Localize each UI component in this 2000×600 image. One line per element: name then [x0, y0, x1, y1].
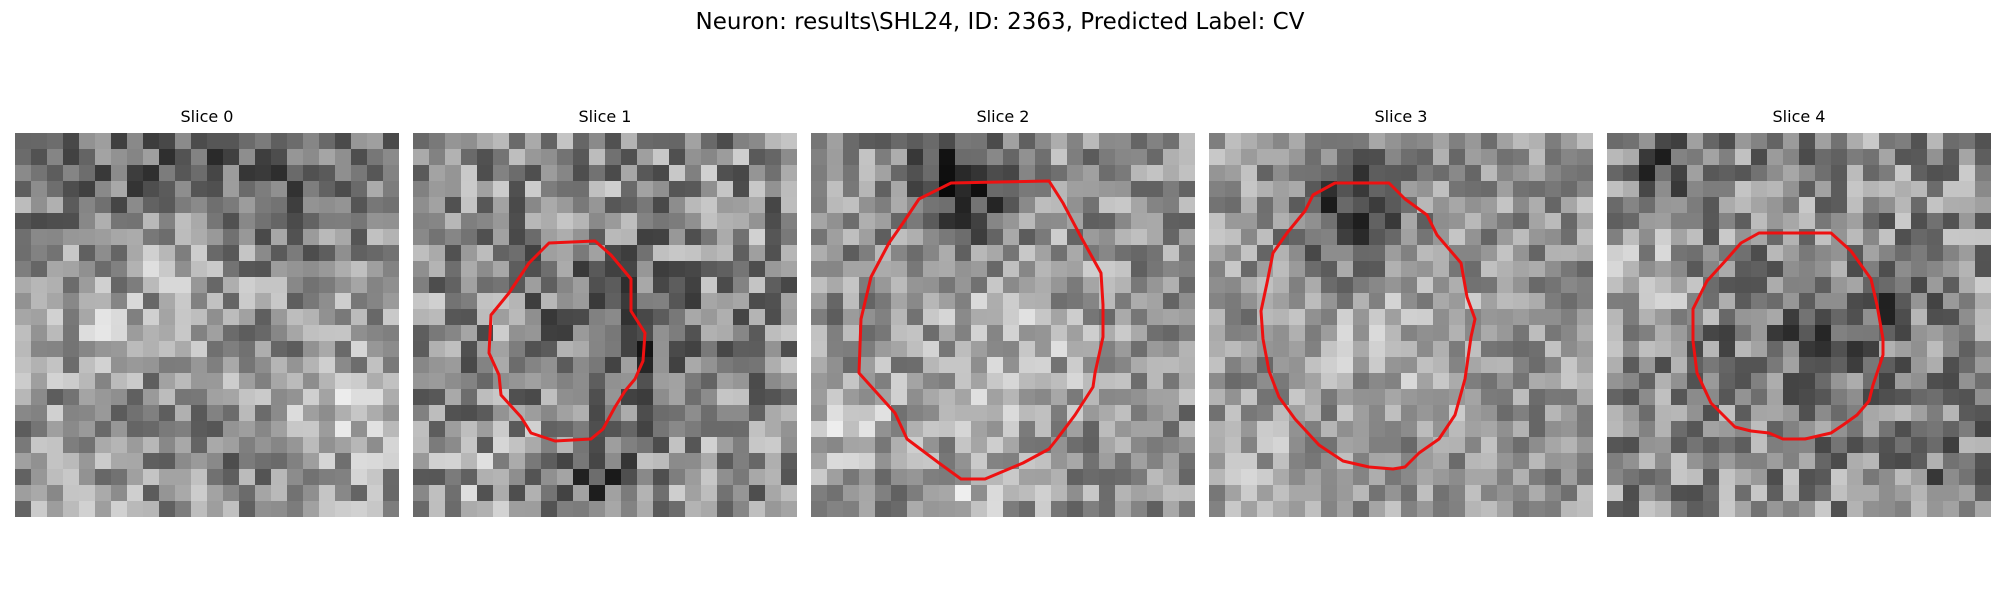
slice-panel-3: Slice 3 — [1209, 106, 1593, 517]
roi-contour-3 — [1261, 183, 1475, 469]
slice-title-4: Slice 4 — [1607, 106, 1991, 128]
roi-contour-4 — [1693, 233, 1883, 439]
slice-panel-1: Slice 1 — [413, 106, 797, 517]
figure-title: Neuron: results\SHL24, ID: 2363, Predict… — [0, 6, 2000, 38]
roi-contour-1 — [489, 241, 645, 441]
contour-overlay-2 — [811, 133, 1195, 517]
slice-title-3: Slice 3 — [1209, 106, 1593, 128]
roi-contour-2 — [859, 181, 1103, 479]
slice-title-0: Slice 0 — [15, 106, 399, 128]
slice-panel-4: Slice 4 — [1607, 106, 1991, 517]
slice-panel-2: Slice 2 — [811, 106, 1195, 517]
slice-title-1: Slice 1 — [413, 106, 797, 128]
contour-overlay-3 — [1209, 133, 1593, 517]
slice-title-2: Slice 2 — [811, 106, 1195, 128]
contour-overlay-0 — [15, 133, 399, 517]
slice-panel-0: Slice 0 — [15, 106, 399, 517]
contour-overlay-4 — [1607, 133, 1991, 517]
contour-overlay-1 — [413, 133, 797, 517]
